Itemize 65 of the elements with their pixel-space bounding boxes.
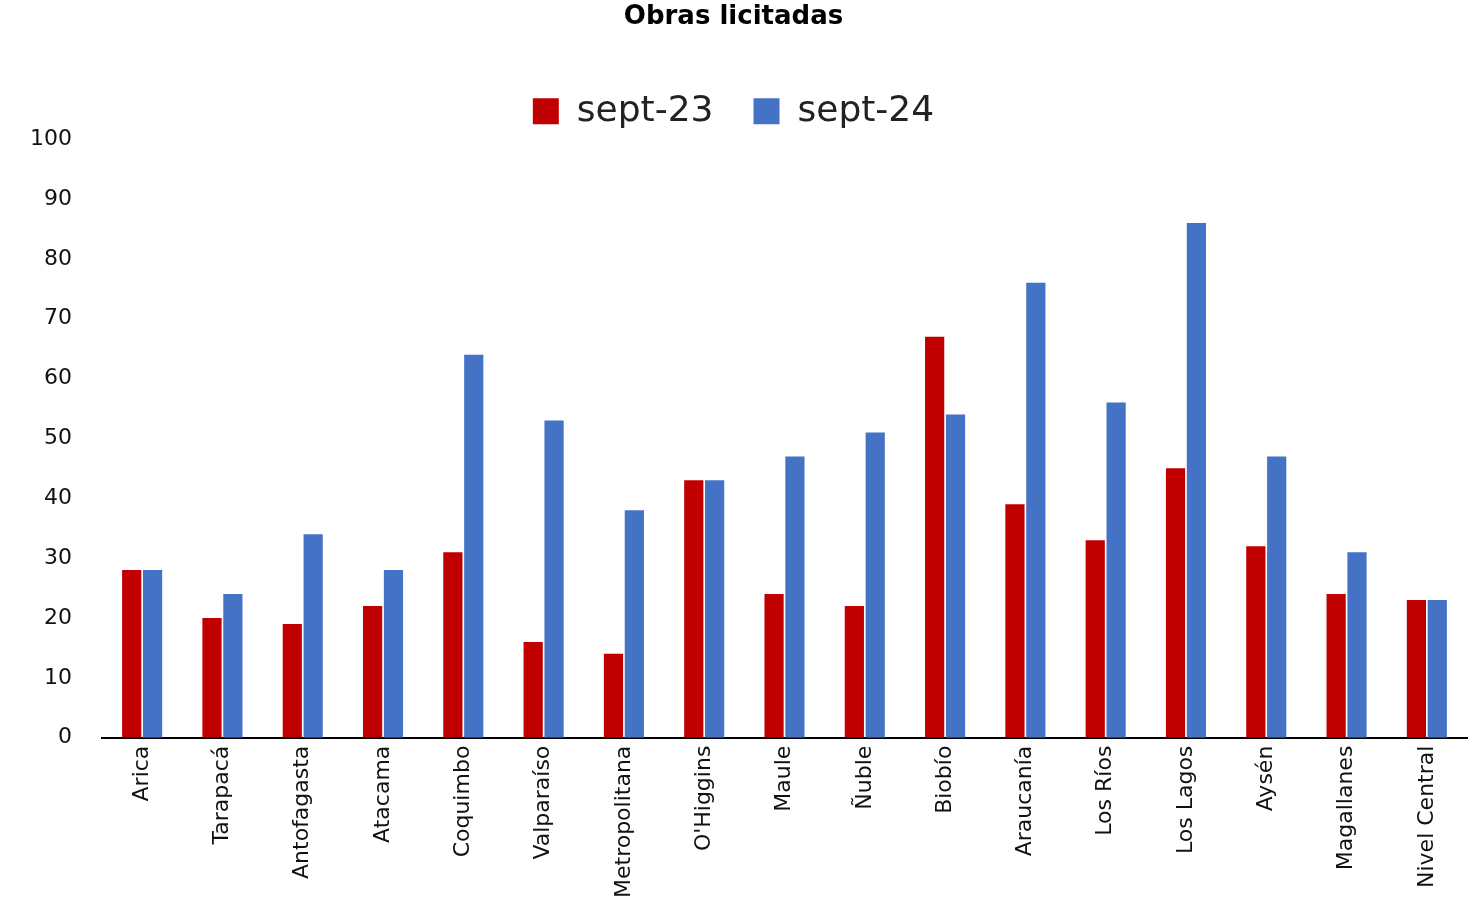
bar bbox=[705, 480, 725, 738]
y-tick-label: 60 bbox=[43, 364, 72, 390]
bar bbox=[443, 552, 463, 738]
bar bbox=[844, 605, 864, 738]
bar bbox=[1085, 540, 1105, 738]
y-tick-label: 100 bbox=[29, 124, 72, 150]
bar bbox=[1267, 456, 1287, 738]
y-tick-label: 90 bbox=[43, 184, 72, 210]
x-tick-label: Antofagasta bbox=[288, 745, 314, 879]
bar bbox=[383, 570, 404, 738]
x-tick-label: Magallanes bbox=[1332, 745, 1358, 871]
x-tick-label: Araucanía bbox=[1011, 745, 1037, 857]
bar bbox=[1406, 600, 1427, 738]
bar bbox=[1005, 504, 1025, 738]
x-tick-label: Tarapacá bbox=[208, 745, 234, 846]
bar bbox=[603, 653, 624, 738]
x-tick-label: Valparaíso bbox=[529, 745, 555, 860]
chart-title: Obras licitadas bbox=[623, 0, 844, 31]
y-tick-label: 0 bbox=[57, 723, 72, 749]
bar bbox=[1186, 222, 1207, 738]
bar bbox=[544, 420, 564, 738]
bar bbox=[1326, 594, 1346, 738]
legend-label: sept-24 bbox=[797, 87, 935, 129]
bar bbox=[945, 414, 966, 738]
bar bbox=[1427, 600, 1447, 738]
bar bbox=[785, 456, 805, 738]
legend-label: sept-23 bbox=[576, 87, 714, 129]
x-tick-label: Los Ríos bbox=[1091, 745, 1117, 836]
x-tick-label: Metropolitana bbox=[609, 745, 635, 899]
bar bbox=[624, 510, 644, 738]
bar bbox=[865, 432, 885, 738]
x-tick-label: Coquimbo bbox=[449, 745, 475, 858]
y-tick-label: 10 bbox=[43, 663, 72, 689]
bar bbox=[464, 354, 484, 738]
bar bbox=[202, 617, 222, 738]
bar bbox=[282, 623, 302, 738]
y-tick-label: 30 bbox=[43, 543, 72, 569]
bar bbox=[684, 480, 704, 738]
y-tick-label: 40 bbox=[43, 483, 72, 509]
bar bbox=[142, 570, 163, 738]
x-tick-label: Atacama bbox=[368, 745, 394, 843]
x-tick-label: Nivel Central bbox=[1412, 745, 1438, 888]
bar bbox=[223, 594, 243, 738]
x-tick-label: Arica bbox=[127, 745, 153, 802]
bar bbox=[1246, 546, 1266, 738]
x-tick-label: Los Lagos bbox=[1171, 745, 1197, 855]
y-tick-label: 20 bbox=[43, 603, 72, 629]
bar bbox=[523, 641, 543, 738]
bar bbox=[122, 570, 142, 738]
bar bbox=[1026, 282, 1046, 738]
x-tick-label: Biobío bbox=[930, 745, 956, 814]
bar bbox=[362, 605, 383, 738]
y-tick-label: 70 bbox=[43, 304, 72, 330]
x-tick-label: Aysén bbox=[1251, 745, 1277, 812]
bar bbox=[925, 336, 945, 738]
bar bbox=[764, 594, 784, 738]
y-tick-label: 50 bbox=[43, 424, 72, 450]
bar bbox=[1165, 468, 1186, 738]
x-tick-label: O'Higgins bbox=[689, 745, 715, 852]
bar bbox=[303, 534, 323, 738]
y-tick-label: 80 bbox=[43, 244, 72, 270]
bar bbox=[1106, 402, 1126, 738]
x-tick-label: Ñuble bbox=[849, 745, 876, 810]
x-tick-label: Maule bbox=[770, 745, 796, 812]
bar bbox=[1347, 552, 1367, 738]
